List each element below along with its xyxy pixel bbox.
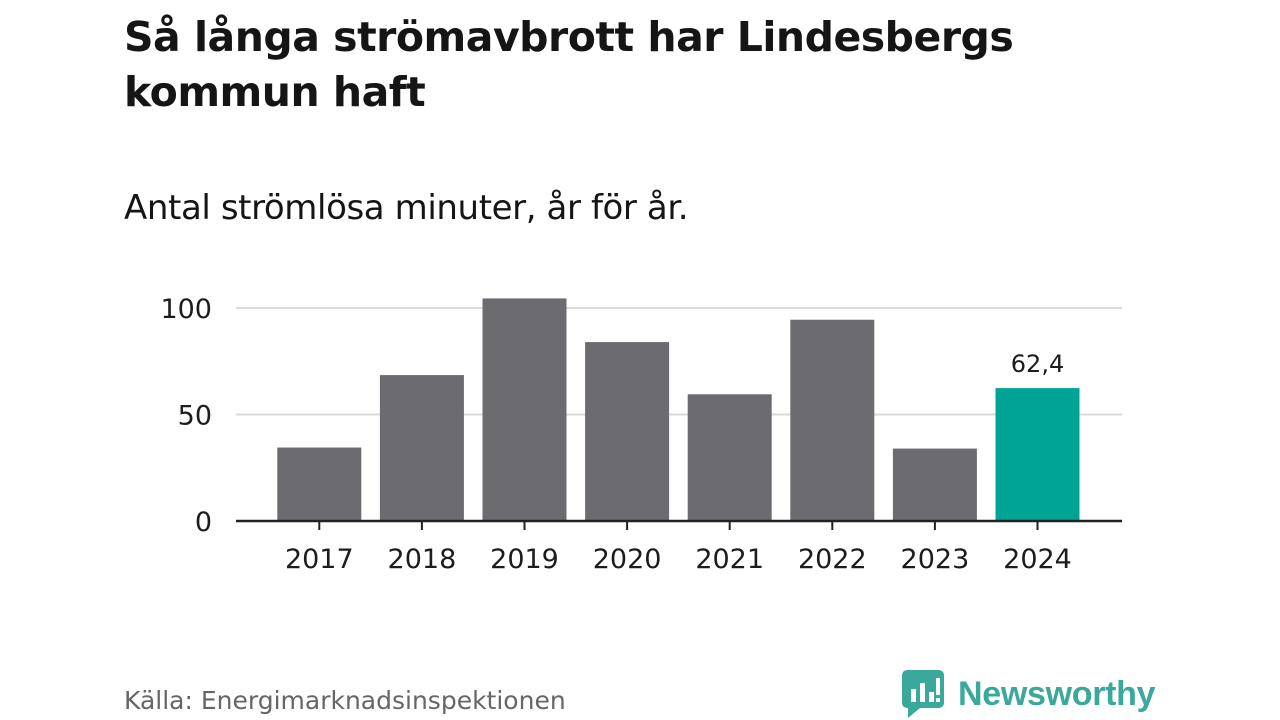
x-tick-label: 2019 (490, 544, 559, 575)
grid-layer (236, 307, 1122, 416)
bar-layer (277, 298, 1080, 521)
newsworthy-logo[interactable]: Newsworthy (902, 670, 1156, 718)
chart-title: Så långa strömavbrott har Lindesbergs ko… (124, 13, 1014, 116)
x-tick-label: 2023 (901, 544, 970, 575)
bar-2018 (379, 375, 464, 521)
axis-layer (236, 519, 1122, 530)
bar-chart-speech-bubble-icon (902, 670, 944, 718)
bar-2020 (585, 342, 670, 521)
bar-2024 (995, 388, 1080, 521)
data-label-2024: 62,4 (1011, 350, 1064, 378)
label-layer: 0 50 100 2017 2018 2019 2020 2021 2022 2023 2024 62… (160, 294, 1071, 575)
x-tick-label: 2024 (1003, 544, 1072, 575)
y-tick-label: 100 (160, 294, 212, 325)
chart-subtitle: Antal strömlösa minuter, år för år. (124, 188, 689, 228)
x-tick-label: 2021 (695, 544, 764, 575)
brand-name: Newsworthy (958, 674, 1156, 713)
x-tick-label: 2020 (593, 544, 662, 575)
source-note: Källa: Energimarknadsinspektionen (124, 686, 566, 715)
bar-2017 (277, 447, 362, 521)
bar-2023 (892, 448, 977, 521)
x-tick-label: 2018 (388, 544, 457, 575)
x-tick-label: 2017 (285, 544, 354, 575)
bar-2022 (790, 319, 875, 521)
x-tick-label: 2022 (798, 544, 867, 575)
y-tick-label: 0 (195, 507, 212, 538)
bar-2019 (482, 298, 567, 521)
bar-2021 (687, 394, 772, 521)
y-tick-label: 50 (178, 401, 212, 432)
